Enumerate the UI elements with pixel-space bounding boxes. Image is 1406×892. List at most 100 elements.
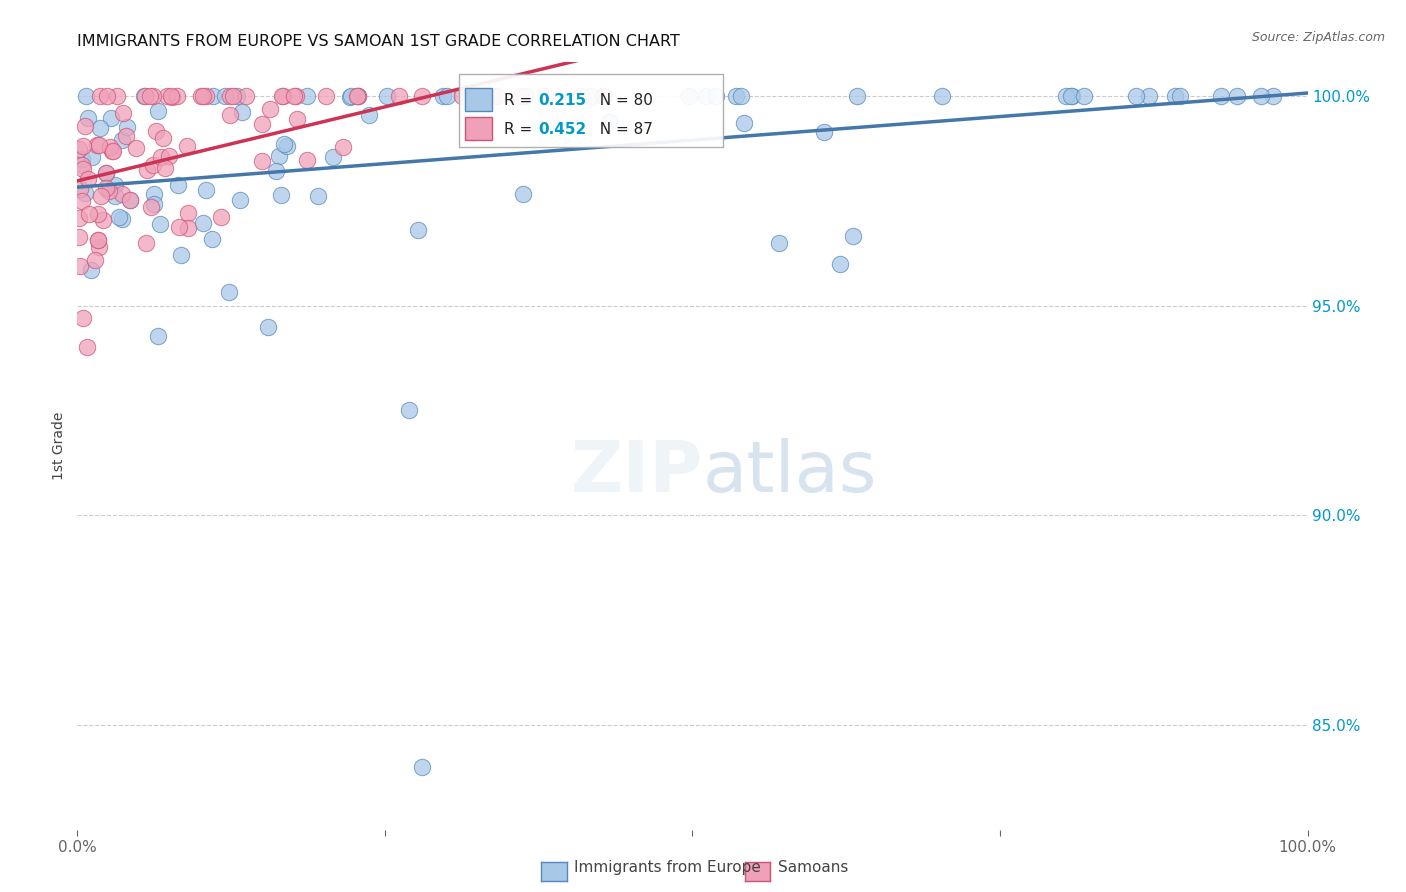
Point (398, 403, 420, 417)
Point (1226, 89, 1249, 103)
Point (842, 228, 865, 243)
Point (339, 89, 361, 103)
Point (1261, 89, 1284, 103)
Point (347, 89, 370, 103)
Text: R =: R = (505, 94, 537, 108)
Point (96, 89, 118, 103)
Point (229, 193, 252, 207)
Point (730, 89, 752, 103)
Text: 0.215: 0.215 (538, 94, 586, 108)
Point (94, 166, 117, 180)
Point (166, 89, 188, 103)
Point (733, 116, 755, 130)
Point (768, 235, 790, 250)
Point (813, 125, 835, 139)
Point (89, 89, 111, 103)
Point (460, 89, 482, 103)
Point (135, 236, 157, 251)
Point (276, 138, 298, 153)
Point (142, 158, 165, 172)
Point (592, 89, 614, 103)
Point (695, 89, 717, 103)
Point (97, 184, 120, 198)
Point (1164, 89, 1187, 103)
Point (139, 200, 162, 214)
Text: Source: ZipAtlas.com: Source: ZipAtlas.com (1251, 31, 1385, 45)
Point (269, 149, 291, 163)
Point (1250, 89, 1272, 103)
Point (100, 111, 122, 125)
Point (134, 89, 156, 103)
Point (461, 127, 484, 141)
Point (271, 89, 294, 103)
Point (142, 186, 165, 201)
Point (339, 89, 361, 103)
Point (283, 89, 305, 103)
Text: N = 87: N = 87 (591, 122, 654, 137)
Point (101, 144, 124, 158)
Point (69, 259, 91, 273)
Point (307, 188, 329, 202)
Point (72, 311, 94, 326)
Point (273, 89, 295, 103)
Point (465, 89, 488, 103)
Point (191, 216, 214, 230)
Point (70, 159, 93, 173)
Point (87, 233, 110, 247)
Point (1139, 89, 1161, 103)
Point (100, 145, 122, 159)
Point (285, 89, 308, 103)
Point (464, 89, 486, 103)
Point (98, 140, 121, 154)
Point (153, 161, 176, 176)
Point (436, 89, 458, 103)
Point (357, 108, 380, 122)
Point (152, 130, 174, 145)
Point (72, 194, 94, 209)
Point (222, 89, 245, 103)
Point (1060, 89, 1083, 103)
FancyBboxPatch shape (465, 117, 492, 140)
Point (157, 149, 180, 163)
Point (273, 136, 295, 151)
Point (678, 89, 700, 103)
Point (72, 162, 94, 177)
Point (411, 89, 433, 103)
Point (406, 223, 429, 237)
Point (120, 193, 142, 207)
Point (156, 89, 179, 103)
Point (201, 232, 224, 246)
Point (388, 89, 411, 103)
Point (512, 187, 534, 202)
Point (250, 117, 273, 131)
Point (375, 89, 398, 103)
Point (931, 89, 953, 103)
Point (118, 193, 141, 207)
Text: ZIP: ZIP (571, 438, 703, 508)
Point (111, 132, 134, 146)
Point (149, 217, 172, 231)
Point (845, 89, 868, 103)
Point (87, 234, 110, 248)
Point (89, 240, 111, 254)
Point (94, 165, 117, 179)
Point (226, 89, 249, 103)
FancyBboxPatch shape (465, 87, 492, 111)
Point (77, 172, 100, 186)
Point (194, 183, 217, 197)
Point (411, 760, 433, 774)
Point (295, 89, 318, 103)
Point (111, 105, 134, 120)
Point (93, 213, 115, 227)
Point (86, 138, 108, 153)
Point (270, 187, 292, 202)
Text: IMMIGRANTS FROM EUROPE VS SAMOAN 1ST GRADE CORRELATION CHART: IMMIGRANTS FROM EUROPE VS SAMOAN 1ST GRA… (77, 34, 681, 49)
Point (89, 121, 111, 136)
Point (264, 164, 287, 178)
Point (142, 197, 165, 211)
Point (457, 89, 479, 103)
Point (704, 89, 727, 103)
Text: Immigrants from Europe: Immigrants from Europe (574, 861, 761, 875)
Point (231, 104, 253, 119)
Point (145, 124, 167, 138)
